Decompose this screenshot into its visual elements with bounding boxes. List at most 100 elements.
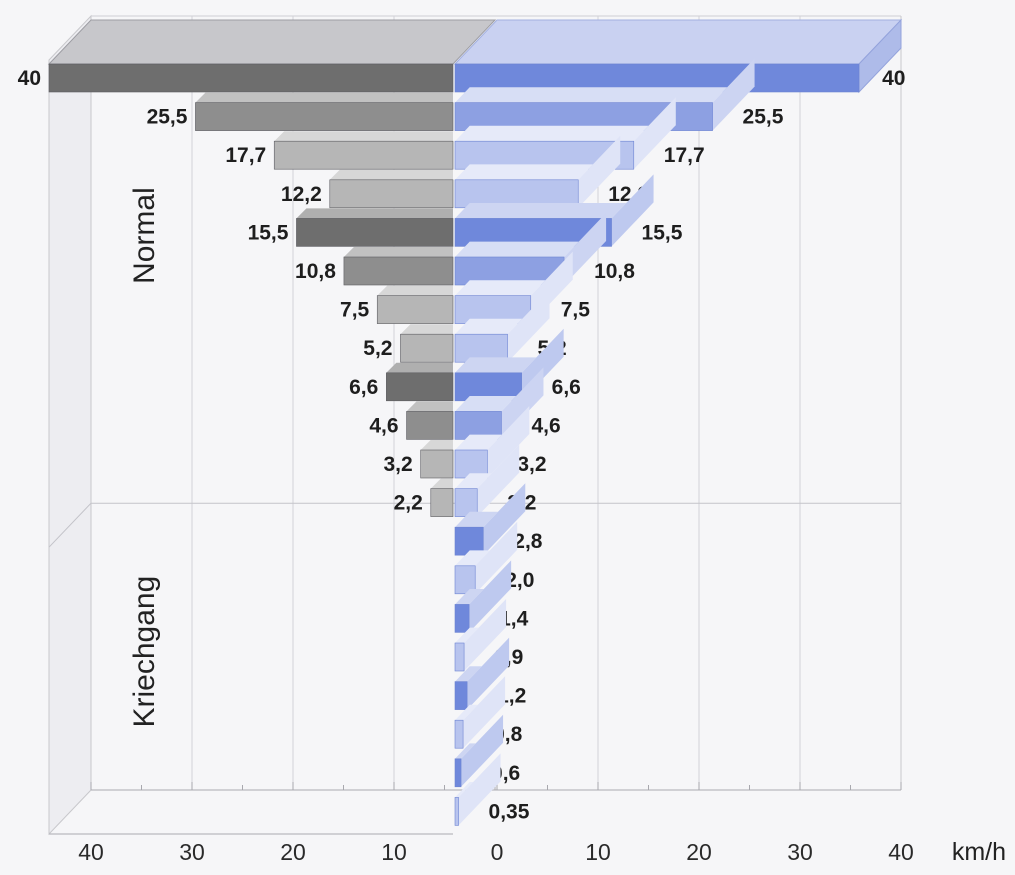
left-side-wall: [48, 14, 92, 836]
bar-right-top-3: [455, 164, 593, 180]
bar-left-4: [296, 218, 454, 247]
bar-label-right-0: 40: [882, 67, 905, 90]
bar-left-7: [400, 333, 454, 363]
bar-right-side-12: [483, 483, 526, 556]
x-axis-unit: km/h: [952, 838, 1006, 866]
bar-right-top-17: [455, 704, 478, 721]
bar-top-left-0: [47, 19, 497, 65]
bar-right-top-2: [455, 125, 649, 142]
bar-label-right-13: 2,0: [505, 569, 534, 592]
bar-left-2: [273, 140, 454, 170]
bar-left-6: [376, 295, 454, 324]
x-tick-right-20: 20: [686, 839, 712, 865]
group-label-kriechgang: Kriechgang: [128, 576, 161, 728]
bar-label-left-7: 5,2: [363, 337, 392, 360]
bar-left-1: [195, 102, 454, 131]
x-tick-left-40: 40: [78, 839, 104, 865]
bar-right-side-4: [611, 174, 654, 247]
bar-right-side-14: [469, 560, 512, 633]
bar-left-top-2: [274, 131, 453, 142]
bar-right-top-14: [455, 589, 484, 605]
bar-label-left-2: 17,7: [225, 144, 266, 167]
bar-label-right-4: 15,5: [642, 221, 683, 244]
bar-right-side-19: [458, 753, 501, 826]
bar-right-side-10: [487, 406, 530, 478]
group-label-normal: Normal: [128, 187, 161, 284]
bar-right-side-13: [475, 521, 518, 594]
bar-left-top-9: [406, 401, 453, 412]
bar-left-8: [386, 372, 454, 402]
bar-label-right-5: 10,8: [594, 260, 635, 283]
bar-right-side-1: [712, 58, 755, 131]
bar-right-side-16: [467, 637, 510, 710]
bar-label-left-10: 3,2: [383, 453, 412, 476]
bar-right-top-7: [455, 318, 523, 335]
bar-right-top-1: [455, 87, 728, 103]
x-tick-right-30: 30: [787, 839, 813, 865]
bar-label-left-8: 6,6: [349, 376, 378, 399]
bar-right-top-19: [455, 782, 474, 798]
bar-top-right-0: [453, 19, 903, 65]
bar-label-left-1: 25,5: [147, 106, 188, 129]
bar-right-top-13: [455, 550, 490, 566]
bar-right-side-9: [501, 367, 544, 440]
bar-right-16: [454, 681, 468, 710]
bar-right-top-11: [455, 473, 492, 489]
bar-right-13: [454, 565, 476, 595]
bar-left-top-6: [377, 285, 453, 296]
bar-label-right-6: 7,5: [561, 299, 591, 322]
bar-right-side-18: [461, 714, 504, 787]
bar-label-right-14: 1,4: [499, 607, 529, 630]
bar-right-side-11: [477, 444, 520, 517]
bar-right-side-3: [578, 135, 621, 208]
bar-left-top-4: [296, 208, 453, 219]
bar-label-left-5: 10,8: [295, 260, 336, 283]
bar-right-18: [454, 758, 462, 788]
bar-right-side-5: [564, 213, 607, 285]
bar-left-top-11: [430, 478, 453, 489]
bar-label-right-19: 0,35: [489, 800, 530, 823]
bar-right-top-4: [455, 203, 627, 219]
bar-label-right-1: 25,5: [743, 106, 784, 129]
x-tick-right-10: 10: [585, 839, 611, 865]
bar-right-top-12: [455, 511, 498, 528]
bar-left-9: [406, 411, 454, 440]
bar-label-right-8: 6,6: [552, 376, 581, 399]
x-tick-right-40: 40: [888, 839, 914, 865]
x-tick-left-30: 30: [179, 839, 205, 865]
bar-left-3: [329, 179, 454, 209]
bar-right-side-15: [464, 599, 507, 671]
bar-label-left-0: 40: [18, 67, 41, 90]
bar-right-top-18: [455, 743, 476, 759]
bar-left-10: [420, 449, 454, 479]
x-tick-left-10: 10: [381, 839, 407, 865]
bar-label-left-9: 4,6: [369, 414, 398, 437]
bar-right-side-17: [463, 676, 506, 749]
bar-right-side-2: [633, 97, 676, 170]
bar-right-top-5: [455, 241, 579, 257]
bar-right-14: [454, 604, 470, 633]
bar-left-11: [430, 488, 454, 517]
bar-label-right-2: 17,7: [664, 144, 705, 167]
bar-right-side-7: [507, 290, 550, 363]
bar-right-top-15: [455, 627, 479, 643]
bar-left-top-7: [400, 324, 453, 335]
bar-right-top-16: [455, 666, 482, 682]
bar-right-top-6: [455, 280, 546, 296]
bar-label-left-11: 2,2: [394, 492, 423, 515]
bar-label-right-9: 4,6: [531, 414, 560, 437]
x-tick-right-0: 0: [491, 839, 504, 865]
group-separator-side: [48, 502, 92, 548]
bar-right-top-9: [455, 396, 517, 412]
bar-right-19: [454, 797, 459, 826]
bar-right-top-8: [455, 357, 537, 373]
bar-label-right-10: 3,2: [517, 453, 546, 476]
bar-right-17: [454, 719, 464, 749]
bar-label-left-3: 12,2: [281, 183, 322, 206]
x-tick-left-20: 20: [280, 839, 306, 865]
bar-left-0: [48, 63, 454, 93]
bar-left-top-10: [420, 440, 453, 450]
bar-left-5: [343, 256, 454, 286]
